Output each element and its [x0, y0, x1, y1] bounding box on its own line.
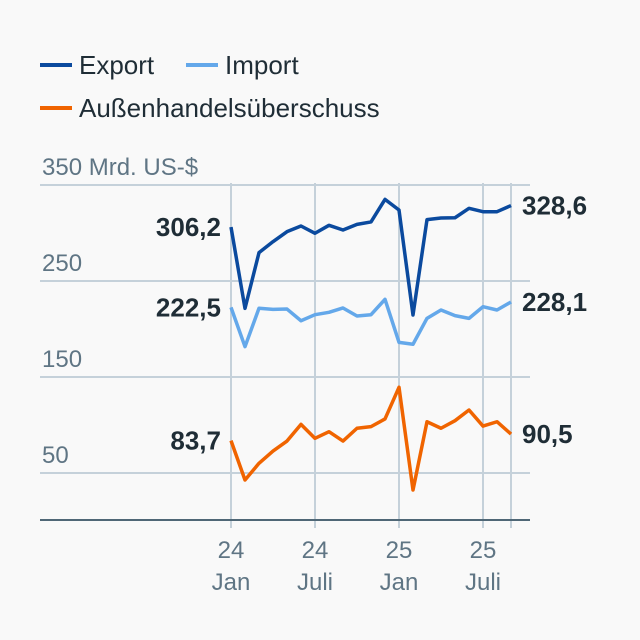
- value-labels: 306,2 328,6 222,5 228,1 83,7 90,5: [156, 191, 587, 456]
- legend: Export Import Außenhandelsüberschuss: [40, 50, 380, 123]
- y-tick-label: 250: [42, 250, 82, 277]
- y-tick-label: 50: [42, 442, 69, 469]
- end-value-label: 90,5: [522, 419, 573, 449]
- x-tick-year: 24: [218, 537, 245, 564]
- start-value-label: 222,5: [156, 292, 221, 322]
- x-tick-year: 25: [386, 537, 413, 564]
- series-lines: [229, 197, 513, 492]
- x-tick-month: Juli: [465, 569, 501, 596]
- end-value-label: 228,1: [522, 287, 587, 317]
- end-value-label: 328,6: [522, 191, 587, 221]
- series-line-1: [229, 297, 512, 349]
- start-value-label: 306,2: [156, 212, 221, 242]
- legend-label: Import: [225, 50, 299, 80]
- grid: 350 Mrd. US-$ 250 150 50 24 Jan 24 Juli 25 Jan 25 J…: [40, 154, 530, 596]
- x-tick-month: Jan: [380, 569, 419, 596]
- y-tick-label: 350 Mrd. US-$: [42, 154, 198, 181]
- legend-label: Außenhandelsüberschuss: [79, 93, 380, 123]
- x-tick-year: 24: [302, 537, 329, 564]
- series-line-2: [229, 385, 513, 492]
- y-tick-label: 150: [42, 346, 82, 373]
- start-value-label: 83,7: [170, 426, 221, 456]
- x-tick-year: 25: [470, 537, 497, 564]
- x-tick-month: Juli: [297, 569, 333, 596]
- series-line-0: [229, 197, 512, 317]
- x-tick-month: Jan: [212, 569, 251, 596]
- legend-label: Export: [79, 50, 155, 80]
